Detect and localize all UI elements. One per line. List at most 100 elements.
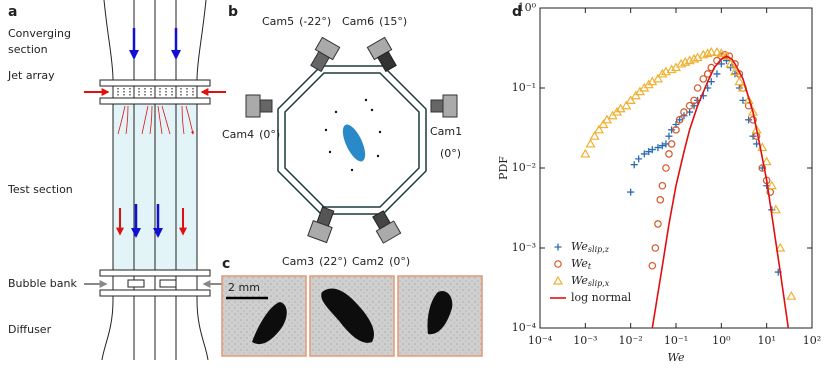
jet-array xyxy=(99,79,211,105)
point xyxy=(554,243,562,251)
point xyxy=(552,275,564,285)
x-tick-label: 10² xyxy=(803,334,821,347)
y-tick-label: 10⁻² xyxy=(512,161,536,174)
panel-label: a xyxy=(8,4,17,20)
point xyxy=(658,142,666,150)
point xyxy=(680,108,688,116)
camera-angle: (0°) xyxy=(440,147,461,160)
panel-b: b Cam5 (-22°) Cam6 (15°)Cam1(0°)Cam2 (0°)Cam… xyxy=(222,4,462,268)
point xyxy=(672,126,680,134)
camera-name: Cam1 xyxy=(430,125,462,138)
point xyxy=(731,70,739,78)
point xyxy=(665,132,673,140)
legend-label: Weslip,x xyxy=(571,274,610,288)
point xyxy=(729,66,741,76)
legend-name: We xyxy=(571,240,588,253)
point xyxy=(598,119,609,129)
point xyxy=(640,150,648,158)
legend-subscript: slip,z xyxy=(588,245,610,254)
point xyxy=(621,100,632,110)
scale-label: 2 mm xyxy=(228,281,260,294)
point xyxy=(716,48,727,58)
y-tick-label: 10⁻¹ xyxy=(512,81,536,94)
point xyxy=(648,261,657,270)
point xyxy=(652,73,663,83)
point xyxy=(589,130,600,140)
point xyxy=(667,140,676,148)
point xyxy=(702,48,713,58)
point xyxy=(627,188,635,196)
x-axis-title: We xyxy=(668,351,685,364)
point xyxy=(745,116,753,124)
x-tick-label: 10⁻² xyxy=(619,334,643,347)
point xyxy=(775,242,786,252)
camera-name: Cam2 xyxy=(352,255,384,268)
point xyxy=(711,47,722,56)
point xyxy=(654,144,662,152)
label: Diffuser xyxy=(8,323,52,336)
point xyxy=(707,78,715,86)
nozzles xyxy=(117,88,194,96)
panel-c: c 2 mm xyxy=(221,256,483,357)
point xyxy=(749,116,757,124)
cameras xyxy=(245,36,458,244)
point xyxy=(676,116,684,124)
legend-name: We xyxy=(571,257,588,270)
point xyxy=(554,260,562,268)
point xyxy=(630,161,638,169)
point xyxy=(727,64,735,72)
label: Jet array xyxy=(7,69,55,82)
point xyxy=(580,148,591,158)
image xyxy=(397,275,483,357)
point xyxy=(662,164,670,172)
point xyxy=(689,53,700,63)
point xyxy=(725,58,736,68)
camera-labels: Cam5 (-22°) Cam6 (15°) Cam1 (0°) Cam2 (0°) Cam3 (… xyxy=(222,15,462,268)
camera-angle: (15°) xyxy=(379,15,407,28)
point xyxy=(743,95,754,104)
point xyxy=(699,75,708,83)
bubble-image xyxy=(321,288,375,343)
label: Test section xyxy=(7,183,73,196)
legend-subscript: t xyxy=(588,262,592,271)
panel-d: d 10⁻⁴ 10⁻³ 10⁻² 10⁻¹ 10⁰ 10¹ 10² 10⁻⁴ 10⁻³ 10⁻² 10… xyxy=(497,1,821,364)
camera-name: Cam6 xyxy=(342,15,374,28)
camera-label: Cam5 (-22°) xyxy=(262,15,331,28)
point xyxy=(657,68,668,78)
bubble-image xyxy=(252,302,287,345)
camera-angle: (0°) xyxy=(259,128,280,141)
x-tick-label: 10⁻⁴ xyxy=(528,334,553,347)
y-tick-label: 10⁻³ xyxy=(512,241,536,254)
camera-label: Cam4 (0°) xyxy=(222,128,280,141)
legend-label: Wet xyxy=(571,257,592,271)
legend-name: log normal xyxy=(571,291,632,304)
camera-label: Cam3 (22°) xyxy=(282,255,347,268)
tank xyxy=(284,72,420,208)
panel-a: a Converging section Jet array Test sect… xyxy=(7,0,226,361)
point xyxy=(625,95,636,104)
y-axis-title: PDF xyxy=(497,156,510,180)
point xyxy=(651,244,660,252)
legend-label: log normal xyxy=(571,291,632,304)
flow-arrows xyxy=(116,28,187,238)
point xyxy=(739,96,747,104)
camera-label: Cam2 (0°) xyxy=(352,255,410,268)
jets xyxy=(117,105,193,134)
point xyxy=(665,150,673,158)
camera-name: Cam4 xyxy=(222,128,254,141)
camera-angle: (22°) xyxy=(319,255,347,268)
series-line xyxy=(651,55,790,329)
markers xyxy=(324,98,382,172)
bubble xyxy=(342,124,366,162)
panel-label: b xyxy=(228,4,238,20)
label: Converging xyxy=(8,27,71,40)
label: section xyxy=(8,43,48,56)
point xyxy=(666,64,677,74)
legend-name: We xyxy=(571,274,588,287)
point xyxy=(676,58,687,68)
point xyxy=(654,220,662,228)
point xyxy=(766,180,777,190)
point xyxy=(656,196,665,204)
y-tick-label: 10⁰ xyxy=(518,1,537,14)
